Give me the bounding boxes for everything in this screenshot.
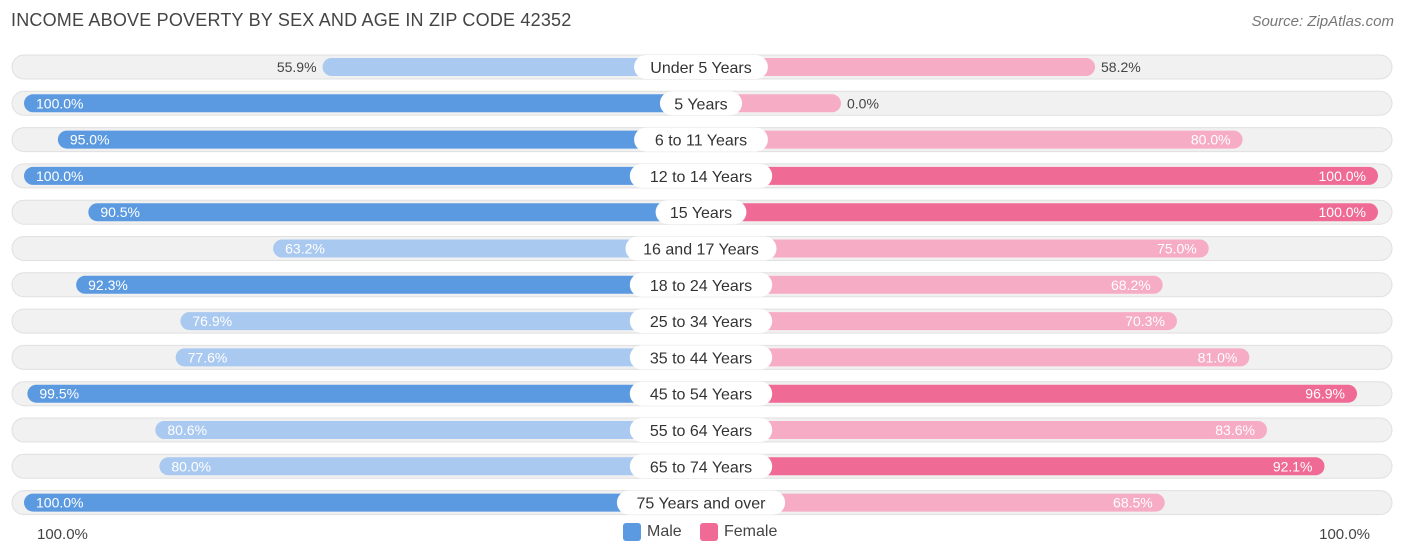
legend-swatch-male xyxy=(623,523,641,541)
category-pill xyxy=(629,163,773,188)
value-label-female: 75.0% xyxy=(1157,241,1197,257)
value-label-female: 70.3% xyxy=(1125,313,1165,329)
bar-male xyxy=(24,493,701,512)
value-label-female: 92.1% xyxy=(1273,458,1313,474)
category-pill xyxy=(625,236,777,261)
bar-male xyxy=(57,130,702,149)
bar-female xyxy=(701,421,1267,439)
category-label: 45 to 54 Years xyxy=(650,387,752,404)
bar-female xyxy=(701,493,1165,512)
bar-female xyxy=(701,58,1096,76)
category-label: 35 to 44 Years xyxy=(650,350,752,367)
axis-right-label: 100.0% xyxy=(1319,526,1370,543)
value-label-male: 80.0% xyxy=(171,458,211,474)
category-label: 15 Years xyxy=(670,205,732,222)
category-label: Under 5 Years xyxy=(650,60,751,77)
category-pill xyxy=(629,381,773,406)
value-label-male: 77.6% xyxy=(188,349,228,365)
bar-female xyxy=(701,239,1209,258)
category-label: 18 to 24 Years xyxy=(650,278,752,295)
value-label-female: 68.5% xyxy=(1113,495,1153,511)
value-label-male: 80.6% xyxy=(167,422,207,438)
value-label-male: 63.2% xyxy=(285,241,325,257)
value-label-female: 80.0% xyxy=(1191,132,1231,148)
bar-male xyxy=(88,203,701,222)
bar-female xyxy=(701,166,1378,185)
value-label-female: 81.0% xyxy=(1198,349,1238,365)
category-label: 65 to 74 Years xyxy=(650,459,752,476)
bar-male xyxy=(27,384,701,403)
legend-item-female: Female xyxy=(700,523,777,541)
bar-male xyxy=(322,58,701,76)
bar-female xyxy=(701,312,1177,331)
bar-female xyxy=(701,348,1250,367)
bar-male xyxy=(24,94,701,113)
value-label-female: 0.0% xyxy=(847,95,879,111)
category-pill xyxy=(659,91,743,116)
value-label-male: 90.5% xyxy=(100,204,140,220)
value-label-female: 58.2% xyxy=(1101,59,1141,75)
value-label-female: 83.6% xyxy=(1215,422,1255,438)
axis-left-label: 100.0% xyxy=(37,526,88,543)
category-label: 25 to 34 Years xyxy=(650,314,752,331)
category-pill xyxy=(629,272,773,297)
value-label-male: 55.9% xyxy=(277,59,317,75)
value-label-male: 92.3% xyxy=(88,277,128,293)
bar-female xyxy=(701,457,1325,476)
category-pill xyxy=(616,490,786,515)
value-label-female: 100.0% xyxy=(1319,168,1366,184)
bar-female xyxy=(701,203,1378,222)
category-pill xyxy=(634,55,768,79)
value-label-male: 76.9% xyxy=(192,313,232,329)
source-note: Source: ZipAtlas.com xyxy=(1251,13,1394,30)
category-label: 55 to 64 Years xyxy=(650,423,752,440)
legend-item-male: Male xyxy=(623,523,682,541)
bar-male xyxy=(76,275,701,294)
bar-male xyxy=(175,348,701,367)
category-label: 5 Years xyxy=(674,96,727,113)
category-pill xyxy=(634,127,768,152)
bar-male xyxy=(159,457,701,476)
legend: Male Female xyxy=(0,523,1406,545)
bar-male xyxy=(155,421,701,439)
value-label-female: 100.0% xyxy=(1319,204,1366,220)
value-label-male: 100.0% xyxy=(36,495,83,511)
bar-female xyxy=(701,275,1163,294)
category-pill xyxy=(629,309,773,334)
value-label-male: 99.5% xyxy=(39,386,79,402)
value-label-male: 100.0% xyxy=(36,95,83,111)
category-label: 12 to 14 Years xyxy=(650,169,752,186)
diverging-bar-chart: 55.9% 58.2% Under 5 Years 100.0% 0.0% 5 Years… xyxy=(11,54,1393,516)
bar-male xyxy=(24,166,701,185)
legend-swatch-female xyxy=(700,523,718,541)
bar-female xyxy=(701,130,1243,149)
legend-label-male: Male xyxy=(647,523,682,540)
category-pill xyxy=(655,200,747,225)
value-label-female: 96.9% xyxy=(1305,386,1345,402)
value-label-male: 100.0% xyxy=(36,168,83,184)
chart-title: INCOME ABOVE POVERTY BY SEX AND AGE IN Z… xyxy=(11,10,572,30)
category-label: 6 to 11 Years xyxy=(655,133,747,150)
bar-female xyxy=(701,384,1358,403)
category-label: 75 Years and over xyxy=(637,496,767,513)
value-label-female: 68.2% xyxy=(1111,277,1151,293)
value-label-male: 95.0% xyxy=(70,132,110,148)
bar-male xyxy=(273,239,701,258)
category-pill xyxy=(629,418,773,442)
category-label: 16 and 17 Years xyxy=(643,242,759,259)
legend-label-female: Female xyxy=(724,523,778,540)
category-pill xyxy=(629,345,773,370)
category-pill xyxy=(629,454,773,479)
bar-male xyxy=(180,312,702,331)
